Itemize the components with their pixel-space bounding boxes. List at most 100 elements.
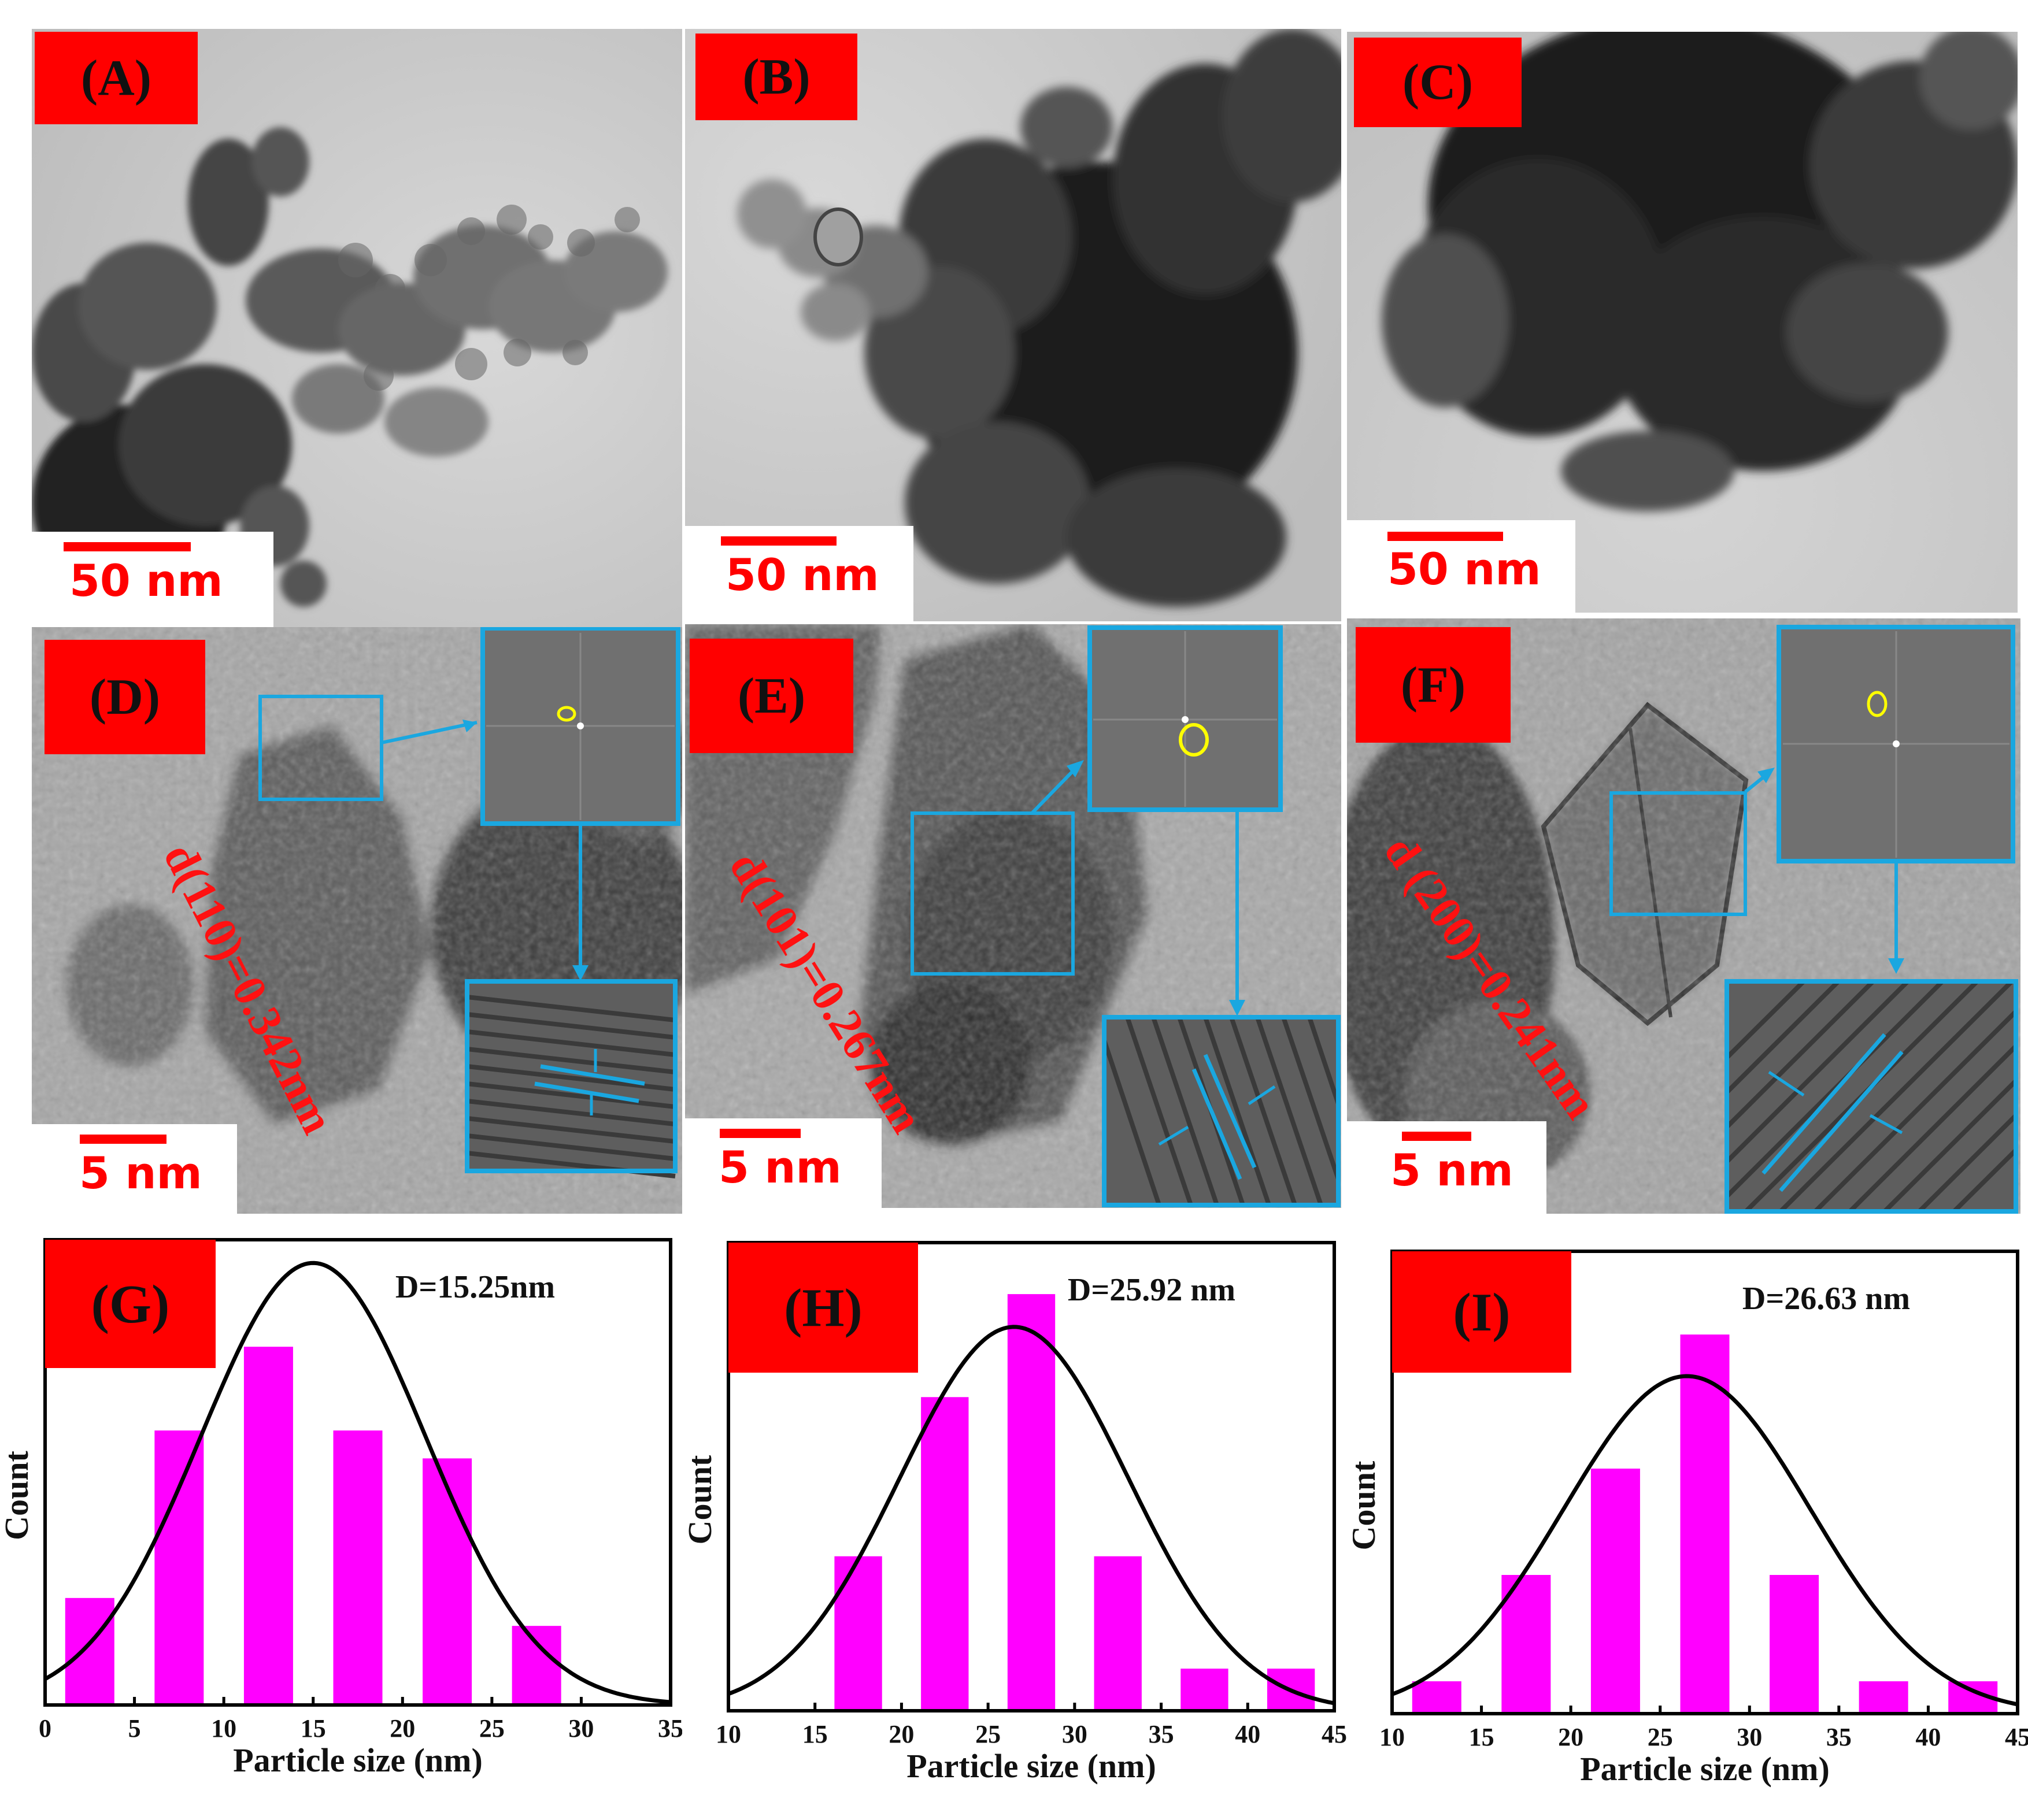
hist-i-xtick-35: 35 xyxy=(1826,1723,1852,1751)
panel-label-e: (E) xyxy=(690,639,853,753)
hist-i-xtick-15: 15 xyxy=(1469,1723,1494,1751)
scale-bar-f xyxy=(1402,1132,1471,1141)
hist-h-bar-1 xyxy=(921,1397,969,1711)
scale-bar-a xyxy=(64,542,191,551)
hrtem-panel-e: (E) d(101)=0.267nm 5 nm xyxy=(685,624,1341,1208)
hist-h-label-bg xyxy=(728,1243,918,1373)
hist-g-xtick-35: 35 xyxy=(658,1714,682,1743)
tem-panel-c: (C) 50 nm xyxy=(1347,32,2018,613)
scale-box-d: 5 nm xyxy=(32,1124,237,1214)
histogram-g: 0 5 10 15 20 25 30 35 Particle size (nm) Count D=1… xyxy=(0,1225,683,1818)
hist-g-xtick-5: 5 xyxy=(128,1714,141,1743)
panel-label-c: (C) xyxy=(1354,38,1522,127)
fft-ring-d xyxy=(557,706,576,722)
hist-i-bar-0 xyxy=(1412,1681,1461,1714)
tem-panel-b: (B) 50 nm xyxy=(685,29,1341,621)
hist-h-bar-3 xyxy=(1094,1556,1142,1711)
panel-label-d: (D) xyxy=(45,640,205,754)
hist-i-bar-1 xyxy=(1501,1575,1551,1714)
scale-text-a: 50 nm xyxy=(69,555,223,606)
hist-g-bar-0 xyxy=(65,1597,114,1705)
scale-box-f: 5 nm xyxy=(1347,1121,1546,1214)
tem-image-b xyxy=(685,29,1341,621)
hist-h-xtick-30: 30 xyxy=(1062,1720,1087,1748)
hrtem-panel-f: (F) d (200)=0.241nm 5 nm xyxy=(1347,618,2020,1214)
hist-g-annotation: D=15.25nm xyxy=(395,1269,555,1305)
scale-box-c: 50 nm xyxy=(1347,520,1575,613)
scale-bar-c xyxy=(1387,532,1503,541)
fft-ring-e xyxy=(1179,723,1209,757)
hist-h-frame xyxy=(727,1241,1336,1712)
scale-text-c: 50 nm xyxy=(1387,543,1541,595)
hrtem-panel-d: (D) d(110)=0.342nm 5 nm xyxy=(32,627,682,1214)
hist-h-xtick-45: 45 xyxy=(1322,1720,1347,1748)
hist-g-xtick-25: 25 xyxy=(479,1714,505,1743)
hist-h-label: (H) xyxy=(784,1278,863,1339)
hist-i-xtick-45: 45 xyxy=(2005,1723,2028,1751)
hist-g-xtick-30: 30 xyxy=(568,1714,594,1743)
hist-g-bar-2 xyxy=(243,1347,293,1705)
hist-i-xtick-25: 25 xyxy=(1648,1723,1673,1751)
roi-box-e xyxy=(911,811,1075,976)
hist-g-bar-5 xyxy=(512,1626,561,1705)
hist-g-xlabel: Particle size (nm) xyxy=(233,1741,483,1779)
fft-ring-f xyxy=(1867,691,1888,717)
hist-g-bar-1 xyxy=(154,1430,204,1705)
scale-text-b: 50 nm xyxy=(726,549,879,601)
roi-box-f xyxy=(1609,791,1747,916)
scale-box-b: 50 nm xyxy=(685,526,913,621)
hist-h-xtick-20: 20 xyxy=(889,1720,914,1748)
hist-i-label: (I) xyxy=(1453,1282,1510,1343)
scale-box-e: 5 nm xyxy=(685,1118,882,1208)
panel-label-b: (B) xyxy=(695,34,857,120)
hist-h-bar-2 xyxy=(1007,1294,1056,1711)
hist-h-annotation: D=25.92 nm xyxy=(1068,1272,1235,1308)
hist-g-fit-curve xyxy=(44,1261,671,1704)
tem-panel-a: (A) 50 nm xyxy=(32,29,682,627)
hrtem-image-e xyxy=(685,624,1341,1208)
hist-h-bar-0 xyxy=(834,1556,882,1711)
scale-bar-d xyxy=(80,1135,166,1144)
hist-h-fit-curve xyxy=(727,1325,1335,1706)
hist-i-label-bg xyxy=(1392,1251,1571,1373)
histogram-h: 10 15 20 25 30 35 40 45 Particle size (nm) Count D… xyxy=(681,1225,1347,1818)
hist-g-ylabel: Count xyxy=(0,1450,35,1540)
hist-i-annotation: D=26.63 nm xyxy=(1742,1281,1910,1317)
hist-g-frame xyxy=(43,1238,672,1707)
tem-image-c xyxy=(1347,32,2018,613)
hist-i-ylabel: Count xyxy=(1353,1461,1382,1550)
hist-g-label-bg xyxy=(45,1240,216,1368)
hist-g-xtick-15: 15 xyxy=(301,1714,326,1743)
roi-box-d xyxy=(258,695,383,801)
tem-image-a xyxy=(32,29,682,627)
hist-i-bar-4 xyxy=(1770,1575,1819,1714)
hist-g-xtick-20: 20 xyxy=(390,1714,415,1743)
lattice-inset-d xyxy=(465,979,678,1178)
hist-i-fit-curve xyxy=(1391,1374,2018,1707)
hist-i-bar-3 xyxy=(1680,1335,1730,1714)
lattice-inset-e xyxy=(1102,1015,1341,1207)
hist-g-bar-4 xyxy=(423,1458,472,1705)
hist-h-xtick-40: 40 xyxy=(1235,1720,1260,1748)
hist-h-xtick-10: 10 xyxy=(716,1720,741,1748)
hist-g-label: (G) xyxy=(91,1274,170,1335)
hist-i-xtick-40: 40 xyxy=(1915,1723,1941,1751)
panel-label-a: (A) xyxy=(35,32,198,124)
histogram-i: 10 15 20 25 30 35 40 45 Particle size (nm) Count D… xyxy=(1345,1225,2028,1818)
hist-i-frame xyxy=(1390,1250,2019,1715)
hist-i-bar-5 xyxy=(1859,1681,1908,1714)
hist-i-xtick-20: 20 xyxy=(1558,1723,1583,1751)
scale-bar-e xyxy=(720,1129,801,1138)
hist-h-ylabel: Count xyxy=(688,1455,719,1544)
hist-i-xlabel: Particle size (nm) xyxy=(1580,1750,1830,1788)
hist-h-xtick-25: 25 xyxy=(975,1720,1001,1748)
hist-i-bar-2 xyxy=(1590,1469,1640,1714)
hist-g-xtick-0: 0 xyxy=(39,1714,51,1743)
hist-g-xtick-10: 10 xyxy=(211,1714,236,1743)
hist-g-bar-3 xyxy=(333,1430,383,1705)
scale-text-d: 5 nm xyxy=(79,1147,202,1199)
hist-i-xtick-10: 10 xyxy=(1379,1723,1405,1751)
hist-h-bar-4 xyxy=(1180,1669,1228,1711)
scale-bar-b xyxy=(721,536,837,546)
scale-box-a: 50 nm xyxy=(32,532,273,627)
